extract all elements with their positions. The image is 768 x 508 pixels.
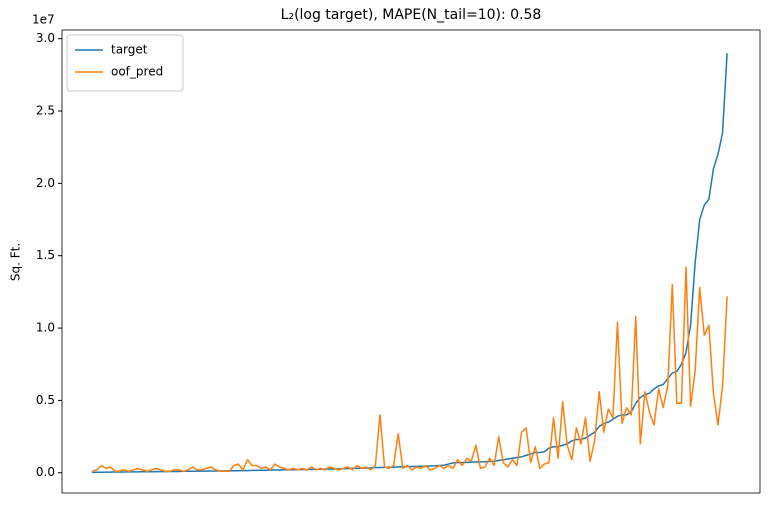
y-tick-label: 0.5 [36, 393, 55, 407]
y-tick-label: 1.0 [36, 321, 55, 335]
y-tick-label: 2.0 [36, 176, 55, 190]
legend-box [66, 34, 184, 92]
y-tick-label: 1.5 [36, 248, 55, 262]
y-axis-label: Sq. Ft. [9, 243, 23, 281]
y-tick-label: 0.0 [36, 465, 55, 479]
line-series [91, 266, 728, 473]
y-tick-label: 2.5 [36, 104, 55, 118]
y-offset-label: 1e7 [32, 13, 55, 27]
plot-frame [61, 29, 761, 494]
chart-title: L₂(log target), MAPE(N_tail=10): 0.58 [281, 7, 542, 23]
legend-label: oof_pred [111, 65, 163, 79]
y-tick-label: 3.0 [36, 31, 55, 45]
legend-label: target [111, 43, 148, 57]
